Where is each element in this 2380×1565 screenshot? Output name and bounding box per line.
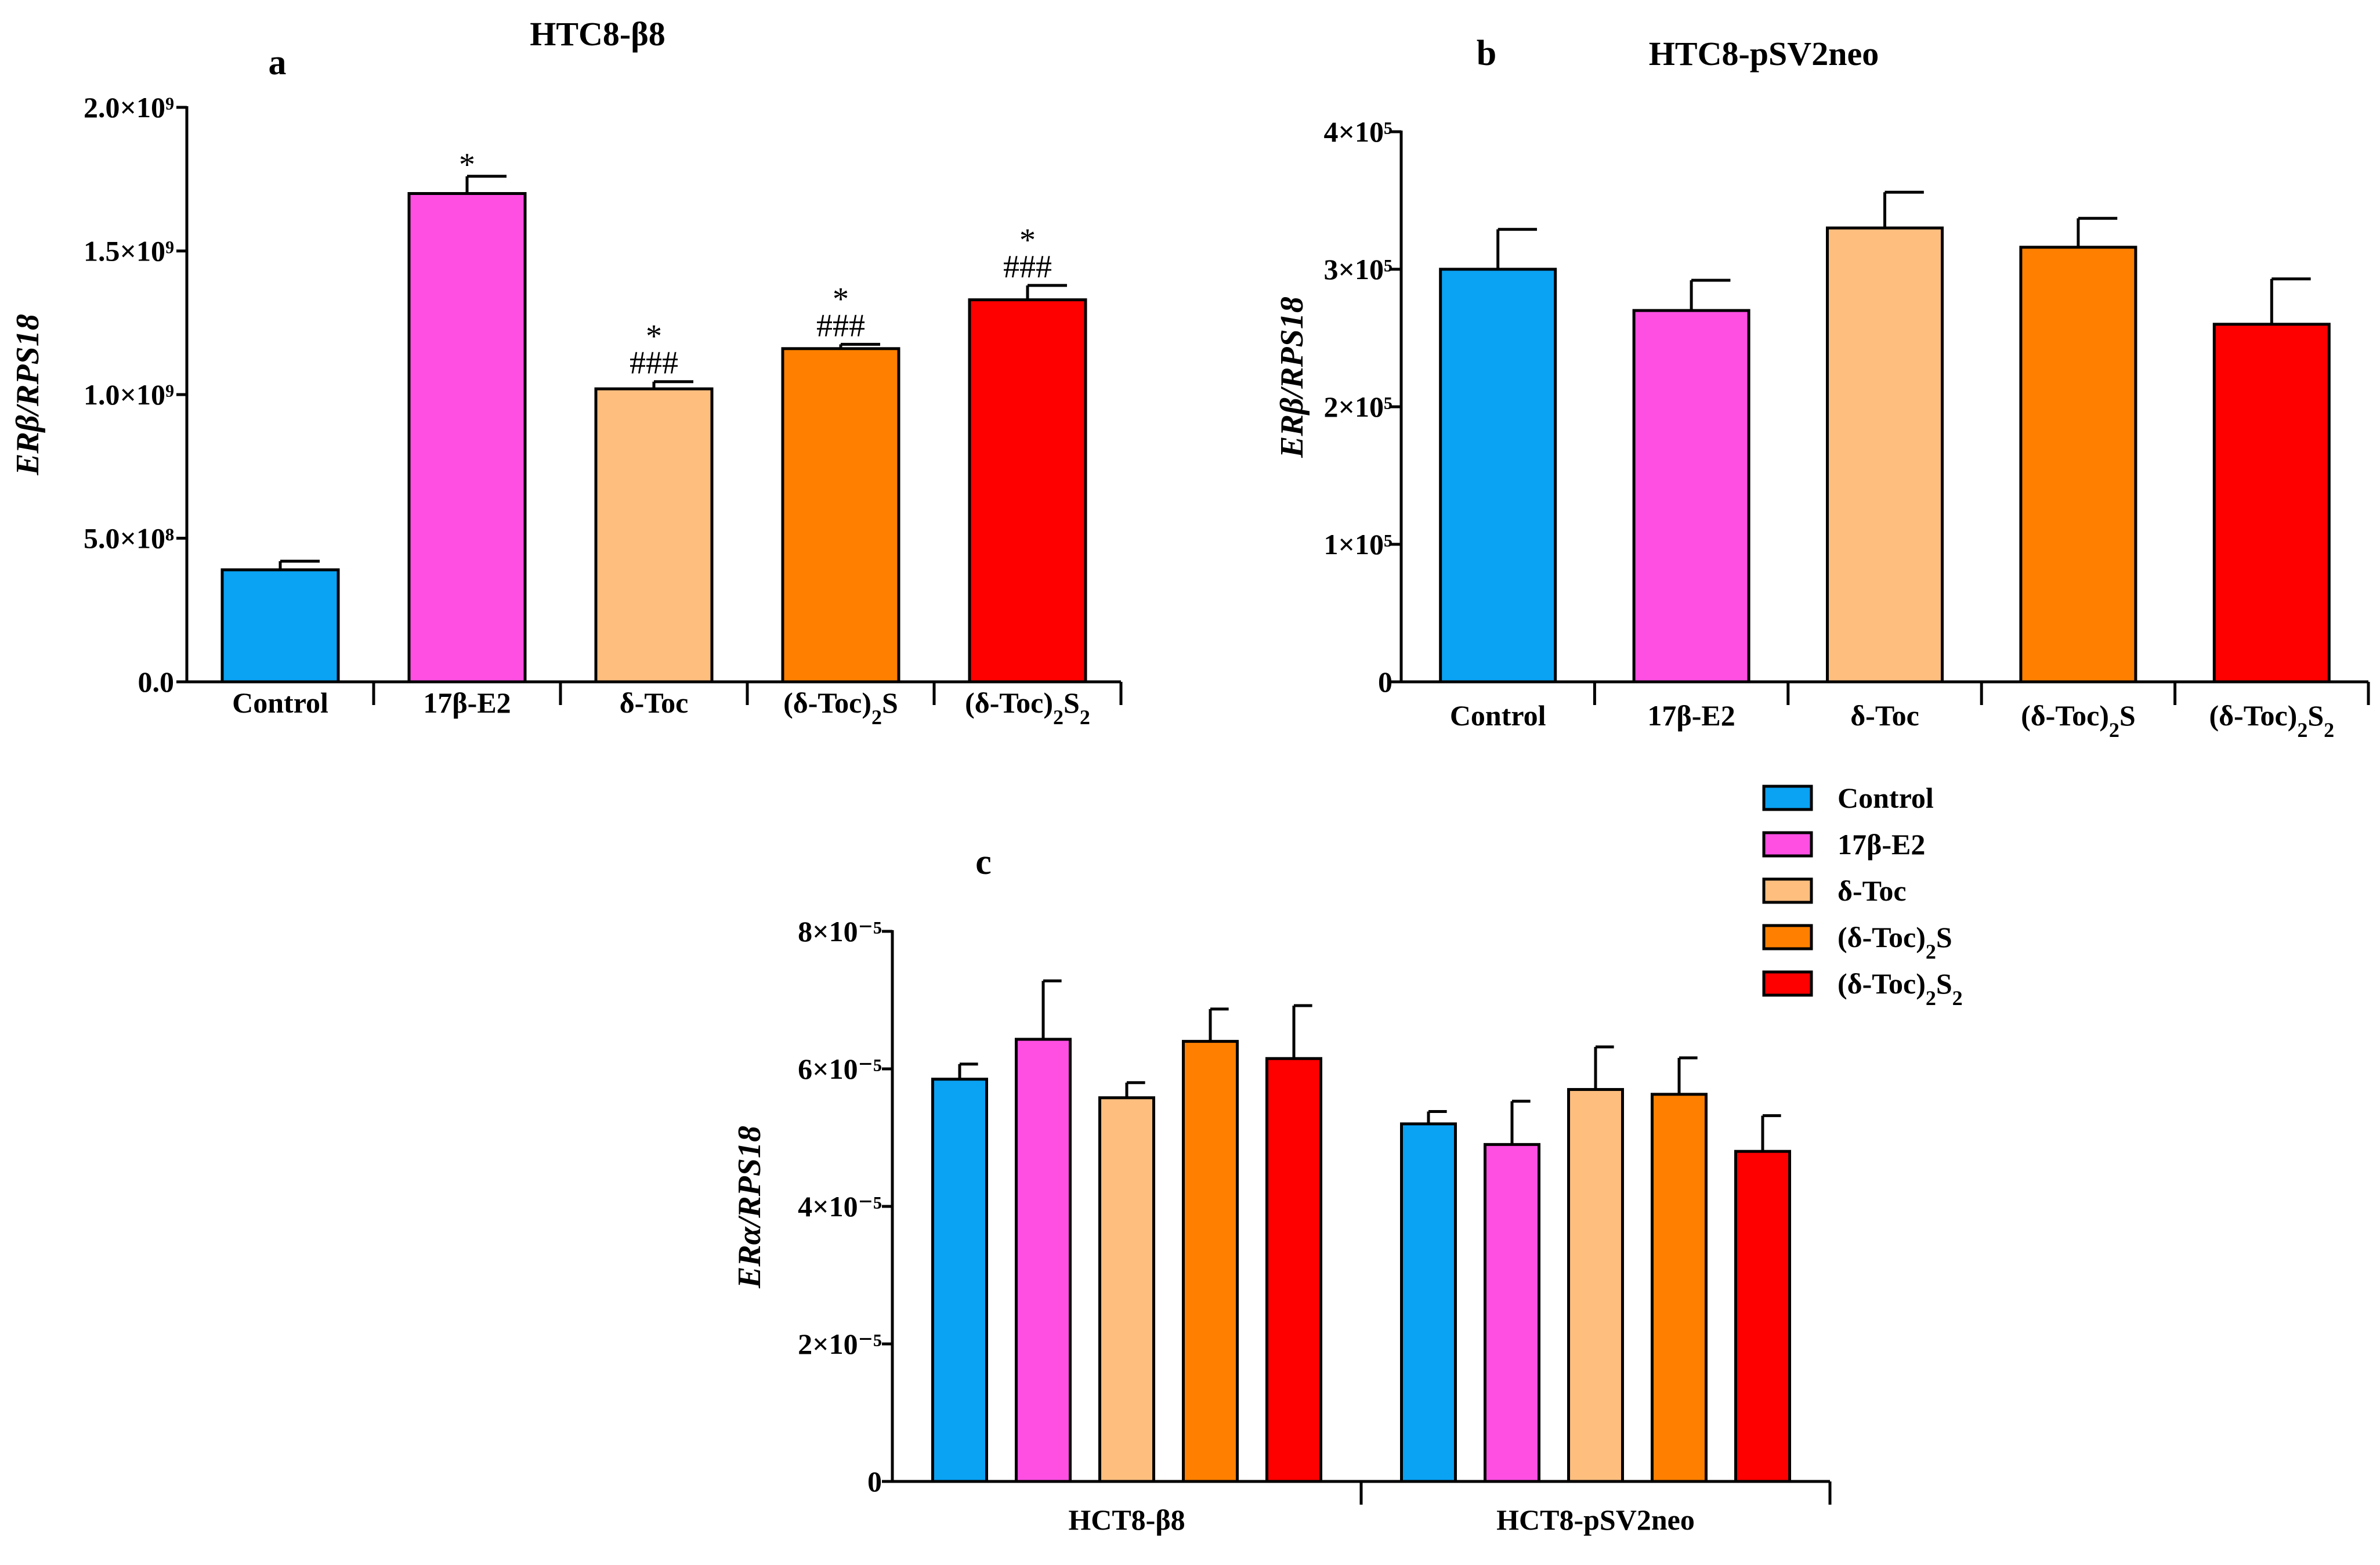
panel-b-y-tick-label: 4×10⁵ [1324,115,1392,148]
panel-b-title: HTC8-pSV2neo [1649,35,1879,73]
panel-c-group-label: HCT8-pSV2neo [1496,1503,1695,1536]
panel-b-y-tick-label: 2×10⁵ [1324,391,1392,423]
panel-c-y-tick-label: 2×10⁻⁵ [798,1328,882,1360]
panel-c-y-tick-label: 0 [867,1465,882,1498]
panel-a-category-label: δ-Toc [620,686,689,719]
legend-swatch [1762,970,1813,997]
panel-a-y-axis-label: ERβ/RPS18 [10,314,46,476]
panel-a-y-tick-label: 5.0×10⁸ [84,522,174,555]
significance-hash: ### [1003,249,1052,285]
legend-swatch [1762,831,1813,858]
legend-label: Control [1838,782,1934,814]
significance-star: * [1019,222,1036,258]
legend-label: (δ-Toc)2S [1838,921,1952,963]
legend-swatch [1762,924,1813,950]
panel-c-y-tick-label: 6×10⁻⁵ [798,1053,882,1085]
panel-a-category-label: (δ-Toc)2S [783,686,898,729]
panel-c-bar [1734,1150,1791,1483]
panel-c-bar [1265,1057,1322,1483]
panel-b-bar [1632,309,1750,684]
panel-a-y-tick-label: 1.0×10⁹ [84,378,174,411]
panel-a-y-tick-label: 1.5×10⁹ [84,235,174,268]
panel-a-category-label: (δ-Toc)2S2 [965,686,1090,729]
panel-b-category-label: (δ-Toc)2S2 [2209,699,2334,742]
panel-a-bar [407,192,527,684]
panel-a-bar [594,387,714,684]
legend-swatch [1762,785,1813,811]
significance-hash: ### [816,308,865,344]
panel-b-y-tick-label: 1×10⁵ [1324,528,1392,561]
panel-b-chart: b HTC8-pSV2neo ERβ/RPS18 0 1×10⁵ 2×10⁵ 3×10… [1274,34,2370,742]
panel-b-y-tick-label: 3×10⁵ [1324,253,1392,285]
panel-a-category-label: Control [232,686,328,719]
panel-a-y-tick-label: 2.0×10⁹ [84,91,174,124]
significance-star: * [833,281,849,317]
panel-c-group-label: HCT8-β8 [1068,1503,1185,1536]
panel-b-y-tick-label: 0 [1378,666,1392,698]
panel-a-chart: a HTC8-β8 ERβ/RPS18 0.0 5.0×10⁸ 1.0×10⁹ 1.5… [10,15,1123,729]
legend-label: (δ-Toc)2S2 [1838,967,1963,1010]
panel-b-bar [1439,268,1557,684]
panel-b-category-label: (δ-Toc)2S [2021,699,2136,742]
panel-c-chart: c ERα/RPS18 0 2×10⁻⁵ 4×10⁻⁵ 6×10⁻⁵ 8×10⁻⁵ HC… [732,843,1832,1536]
panel-c-y-tick-label: 8×10⁻⁵ [798,915,882,948]
legend-label: δ-Toc [1838,874,1907,907]
panel-a-bar [220,568,340,684]
panel-a-letter: a [269,43,287,82]
significance-star: * [646,319,662,355]
panel-c-letter: c [975,843,992,882]
panel-c-bar [1567,1088,1624,1483]
panel-a-bar [781,347,900,684]
panel-b-bar [2019,245,2137,684]
panel-c-bar [1098,1096,1155,1483]
significance-star: * [459,147,475,183]
panel-c-bar [1400,1122,1457,1483]
legend-label: 17β-E2 [1838,828,1925,861]
panel-c-bar [1484,1143,1540,1483]
panel-a-y-tick-label: 0.0 [138,666,175,698]
panel-b-letter: b [1477,34,1496,73]
panel-a-title: HTC8-β8 [530,15,665,53]
panel-c-bar [1015,1038,1072,1483]
panel-b-bar [2212,323,2331,684]
panel-a-category-label: 17β-E2 [423,686,511,719]
panel-a-bar [968,298,1087,684]
panel-b-category-label: Control [1450,699,1546,732]
panel-c-y-tick-label: 4×10⁻⁵ [798,1190,882,1223]
panel-c-bar [931,1078,988,1483]
panel-b-bar [1826,226,1944,684]
panel-b-y-axis-label: ERβ/RPS18 [1274,297,1310,458]
legend: Control 17β-E2 δ-Toc (δ-Toc)2S(δ-Toc)2S2 [1762,782,1963,1010]
panel-b-category-label: δ-Toc [1850,699,1919,732]
panel-c-bar [1182,1040,1239,1483]
legend-swatch [1762,877,1813,904]
panel-c-y-axis-label: ERα/RPS18 [732,1126,768,1289]
significance-hash: ### [630,345,678,381]
panel-b-category-label: 17β-E2 [1647,699,1735,732]
panel-c-bar [1651,1093,1708,1483]
